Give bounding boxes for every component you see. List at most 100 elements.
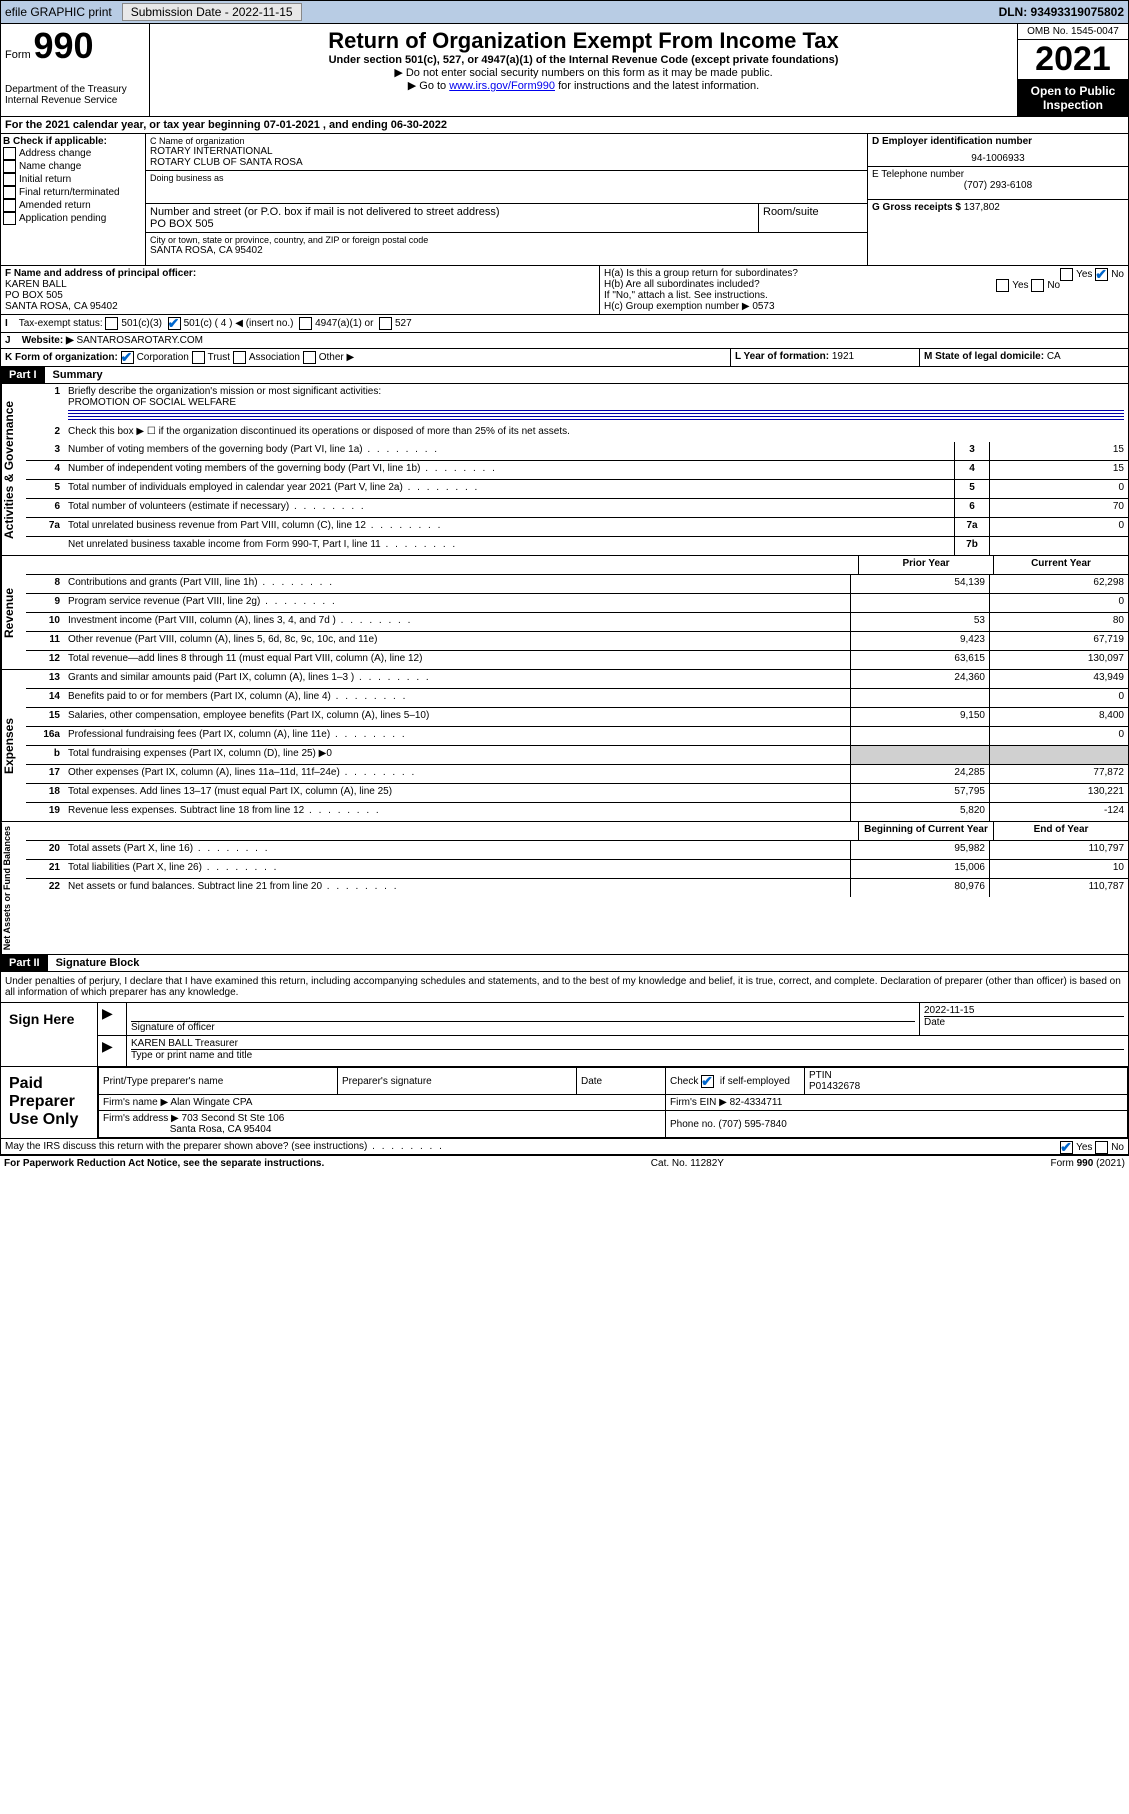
cb-501c3[interactable]: [105, 317, 118, 330]
line8-prior: 54,139: [850, 575, 989, 593]
line13-prior: 24,360: [850, 670, 989, 688]
lab-corp: Corporation: [137, 352, 189, 363]
line15-curr: 8,400: [989, 708, 1128, 726]
section-netassets: Net Assets or Fund Balances Beginning of…: [0, 822, 1129, 955]
sign-here-section: Sign Here ▶ Signature of officer 2022-11…: [1, 1002, 1128, 1066]
cb-4947[interactable]: [299, 317, 312, 330]
line7b-val: [989, 537, 1128, 555]
discuss-text: May the IRS discuss this return with the…: [5, 1141, 444, 1152]
submission-date-button[interactable]: Submission Date - 2022-11-15: [122, 3, 302, 21]
line21: Total liabilities (Part X, line 26): [64, 860, 850, 878]
signature-block: Under penalties of perjury, I declare th…: [0, 972, 1129, 1155]
lab-assoc: Association: [249, 352, 300, 363]
hdr-current: Current Year: [993, 556, 1128, 574]
row-f-h: F Name and address of principal officer:…: [0, 266, 1129, 315]
line20-prior: 95,982: [850, 841, 989, 859]
line8: Contributions and grants (Part VIII, lin…: [64, 575, 850, 593]
checkbox-initial[interactable]: [3, 173, 16, 186]
line22: Net assets or fund balances. Subtract li…: [64, 879, 850, 897]
col-d-info: D Employer identification number 94-1006…: [868, 134, 1128, 265]
form-title: Return of Organization Exempt From Incom…: [154, 28, 1013, 54]
firm-name-value: Alan Wingate CPA: [170, 1097, 252, 1108]
phone-label: E Telephone number: [872, 169, 1124, 180]
discuss-yes[interactable]: [1060, 1141, 1073, 1154]
sig-date-label: Date: [924, 1016, 1124, 1028]
efile-topbar: efile GRAPHIC print Submission Date - 20…: [0, 0, 1129, 24]
instr-ssn: ▶ Do not enter social security numbers o…: [154, 66, 1013, 79]
line16b-curr: [989, 746, 1128, 764]
city-label: City or town, state or province, country…: [150, 235, 863, 245]
checkbox-amended[interactable]: [3, 199, 16, 212]
mission-value: PROMOTION OF SOCIAL WELFARE: [68, 397, 236, 408]
checkbox-pending[interactable]: [3, 212, 16, 225]
row-i: I Tax-exempt status: 501(c)(3) 501(c) ( …: [0, 315, 1129, 333]
checkbox-address-change[interactable]: [3, 147, 16, 160]
lab-527: 527: [395, 318, 412, 329]
cb-self-employed[interactable]: [701, 1075, 714, 1088]
l-value: 1921: [832, 351, 854, 362]
sig-date-value: 2022-11-15: [924, 1005, 1124, 1016]
line15: Salaries, other compensation, employee b…: [64, 708, 850, 726]
form-word: Form: [5, 49, 31, 61]
cb-label-address: Address change: [19, 148, 91, 159]
line16a-prior: [850, 727, 989, 745]
prep-self-cell: Check if self-employed: [666, 1068, 805, 1095]
firm-addr1: 703 Second St Ste 106: [182, 1113, 285, 1124]
line6-val: 70: [989, 499, 1128, 517]
line9: Program service revenue (Part VIII, line…: [64, 594, 850, 612]
cb-trust[interactable]: [192, 351, 205, 364]
ha-no[interactable]: [1095, 268, 1108, 281]
l-label: L Year of formation:: [735, 351, 829, 362]
ein-label: D Employer identification number: [872, 136, 1124, 147]
dln-label: DLN: 93493319075802: [999, 5, 1124, 19]
sig-name: KAREN BALL Treasurer: [131, 1038, 1124, 1050]
prep-phone-label: Phone no.: [670, 1119, 716, 1130]
prep-phone-value: (707) 595-7840: [718, 1119, 786, 1130]
f-label: F Name and address of principal officer:: [5, 268, 595, 279]
line12: Total revenue—add lines 8 through 11 (mu…: [64, 651, 850, 669]
cb-assoc[interactable]: [233, 351, 246, 364]
part1-header-row: Part I Summary: [0, 367, 1129, 384]
firm-name-label: Firm's name ▶: [103, 1097, 168, 1108]
f-city: SANTA ROSA, CA 95402: [5, 301, 595, 312]
line17-curr: 77,872: [989, 765, 1128, 783]
omb-label: OMB No. 1545-0047: [1018, 24, 1128, 39]
lab-4947: 4947(a)(1) or: [315, 318, 373, 329]
irs-link[interactable]: www.irs.gov/Form990: [449, 80, 555, 92]
hb-no[interactable]: [1031, 279, 1044, 292]
org-name-label: C Name of organization: [150, 136, 863, 146]
ha-yes[interactable]: [1060, 268, 1073, 281]
line5: Total number of individuals employed in …: [64, 480, 954, 498]
line14-prior: [850, 689, 989, 707]
hb-yes[interactable]: [996, 279, 1009, 292]
dept-label: Department of the Treasury Internal Reve…: [5, 84, 145, 106]
m-value: CA: [1047, 351, 1061, 362]
line21-curr: 10: [989, 860, 1128, 878]
discuss-no[interactable]: [1095, 1141, 1108, 1154]
footer-center: Cat. No. 11282Y: [324, 1158, 1050, 1169]
part2-title: Signature Block: [48, 955, 148, 971]
ptin-label: PTIN: [809, 1070, 832, 1081]
cb-other[interactable]: [303, 351, 316, 364]
line18-curr: 130,221: [989, 784, 1128, 802]
sign-here-label: Sign Here: [1, 1003, 98, 1066]
line4-val: 15: [989, 461, 1128, 479]
cb-corp[interactable]: [121, 351, 134, 364]
sig-name-label: Type or print name and title: [131, 1050, 1124, 1061]
line17-prior: 24,285: [850, 765, 989, 783]
cb-label-final: Final return/terminated: [19, 187, 120, 198]
checkbox-final[interactable]: [3, 186, 16, 199]
line3: Number of voting members of the governin…: [64, 442, 954, 460]
section-revenue: Revenue Prior YearCurrent Year 8Contribu…: [0, 556, 1129, 670]
col-c-entity: C Name of organization ROTARY INTERNATIO…: [146, 134, 868, 265]
hdr-begin: Beginning of Current Year: [858, 822, 993, 840]
line18-prior: 57,795: [850, 784, 989, 802]
cb-527[interactable]: [379, 317, 392, 330]
instr-pre: ▶ Go to: [408, 80, 449, 92]
line5-val: 0: [989, 480, 1128, 498]
cb-501c[interactable]: [168, 317, 181, 330]
footer-right: Form 990 (2021): [1051, 1158, 1125, 1169]
line8-curr: 62,298: [989, 575, 1128, 593]
line12-prior: 63,615: [850, 651, 989, 669]
checkbox-name-change[interactable]: [3, 160, 16, 173]
